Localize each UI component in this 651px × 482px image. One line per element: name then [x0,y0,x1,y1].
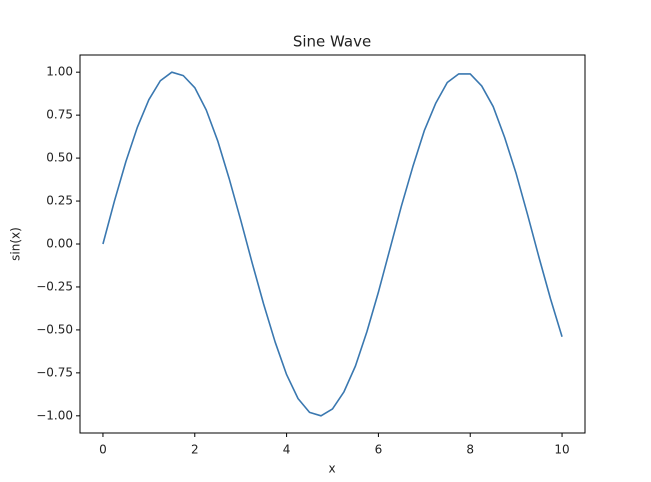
y-tick-label: −0.50 [36,322,73,336]
y-tick-label: 0.50 [46,151,73,165]
y-tick-label: −0.25 [36,279,73,293]
y-tick-label: 0.00 [46,237,73,251]
x-tick-label: 10 [554,443,569,457]
y-tick-label: 0.25 [46,194,73,208]
y-tick-label: 1.00 [46,65,73,79]
x-axis-label: x [328,462,335,476]
y-axis-label: sin(x) [9,227,23,261]
plot-frame [79,54,586,434]
x-tick-label: 8 [466,443,474,457]
y-tick-label: −1.00 [36,408,73,422]
x-tick-label: 0 [99,443,107,457]
x-tick-label: 6 [375,443,383,457]
chart-title: Sine Wave [293,33,371,51]
y-tick-label: −0.75 [36,365,73,379]
x-tick-label: 2 [191,443,199,457]
sine-line [102,71,563,417]
y-tick-label: 0.75 [46,108,73,122]
x-tick-label: 4 [283,443,291,457]
